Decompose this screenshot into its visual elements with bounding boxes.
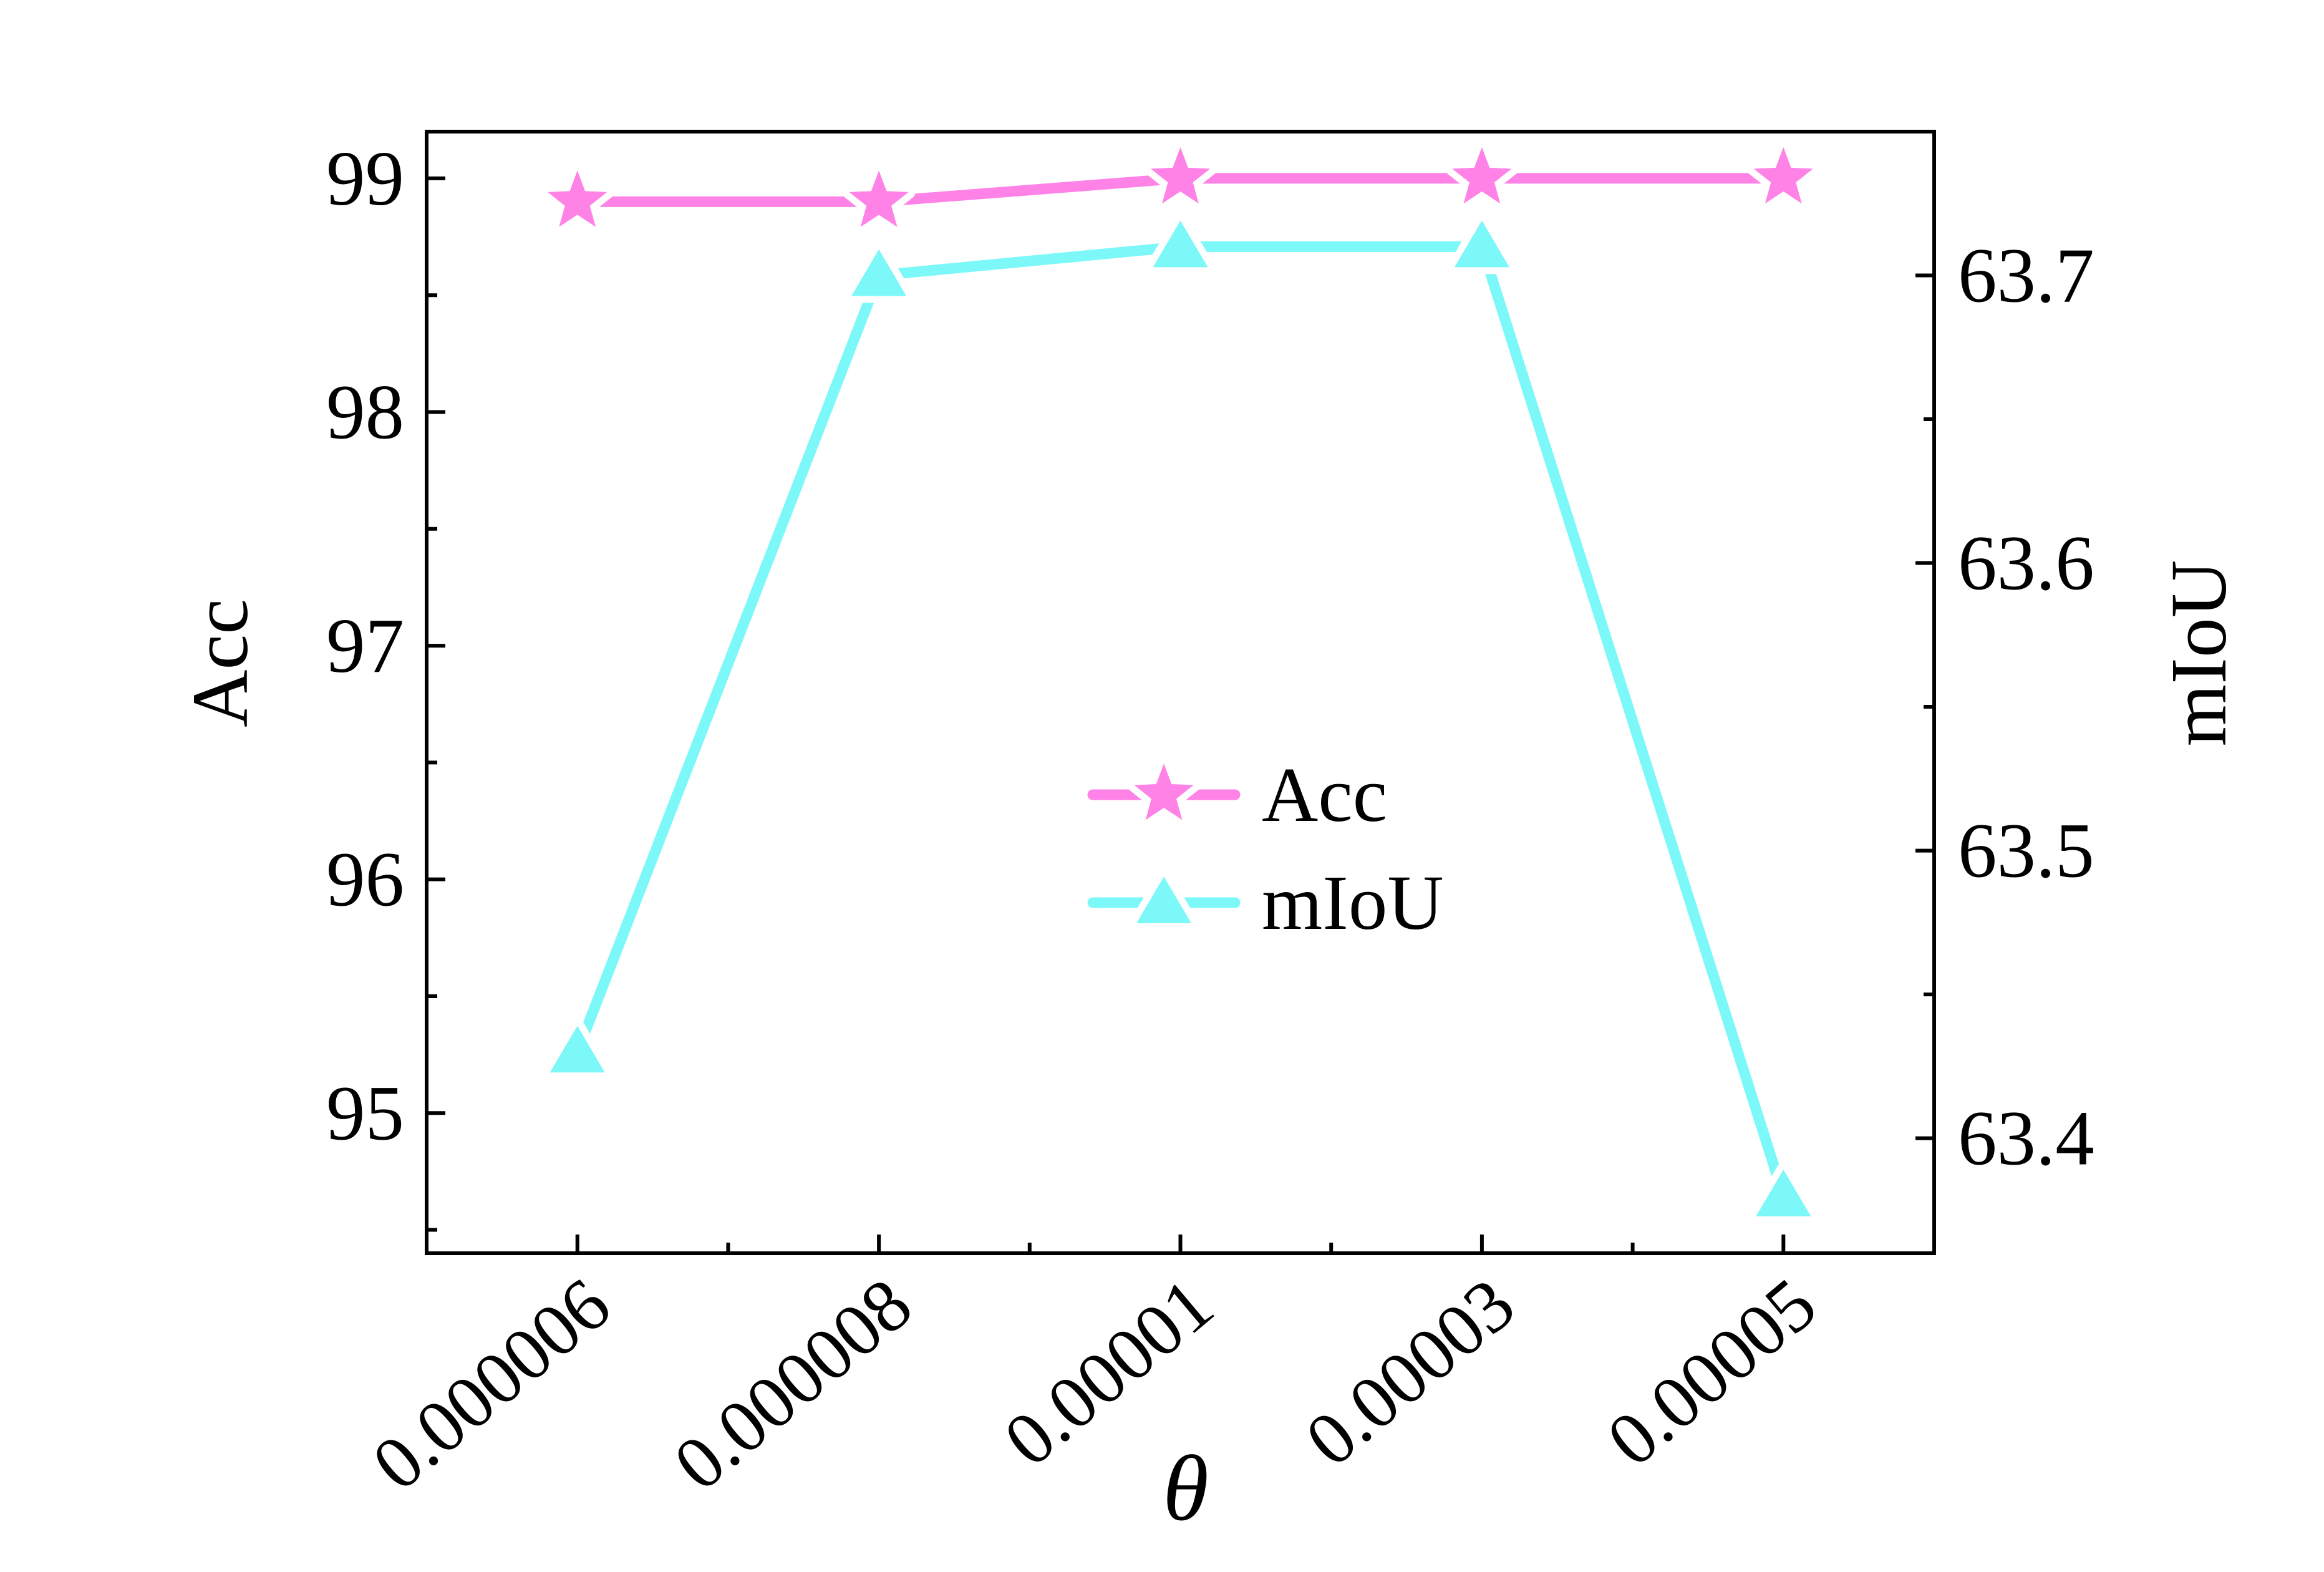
legend-triangle-marker [1130, 870, 1198, 930]
y-left-tick-label: 95 [326, 1070, 404, 1157]
y-right-tick-label: 63.7 [1958, 233, 2094, 319]
y-left-tick-label: 98 [326, 370, 404, 456]
acc-star-point-1 [541, 163, 614, 234]
miou-triangle-point-3 [1146, 213, 1215, 274]
acc-star-point-5 [1746, 140, 1820, 211]
x-axis-title: θ [1163, 1437, 1209, 1540]
legend-miou-label: mIoU [1262, 860, 1444, 946]
y-left-tick-label: 99 [326, 136, 404, 222]
y-right-tick-label: 63.6 [1958, 521, 2094, 607]
legend-acc-label: Acc [1262, 752, 1387, 838]
legend-star-marker [1127, 757, 1201, 827]
y-axis-right-title: mIoU [2154, 560, 2243, 747]
y-left-tick-label: 97 [326, 603, 404, 689]
y-right-tick-label: 63.4 [1958, 1096, 2094, 1182]
acc-star-point-2 [842, 163, 916, 234]
miou-triangle-point-4 [1447, 213, 1516, 274]
miou-triangle-point-5 [1749, 1163, 1818, 1223]
y-axis-left-title: Acc [176, 599, 264, 727]
acc-star-point-3 [1143, 140, 1218, 211]
miou-triangle-point-2 [845, 242, 914, 303]
plot-area [541, 140, 1820, 1223]
y-right-tick-label: 63.5 [1958, 808, 2094, 895]
legend: Acc mIoU [1087, 752, 1444, 946]
plot-frame [425, 130, 1936, 1255]
miou-triangle-point-1 [543, 1019, 612, 1080]
acc-star-point-4 [1445, 140, 1519, 211]
y-left-tick-label: 96 [326, 837, 404, 923]
